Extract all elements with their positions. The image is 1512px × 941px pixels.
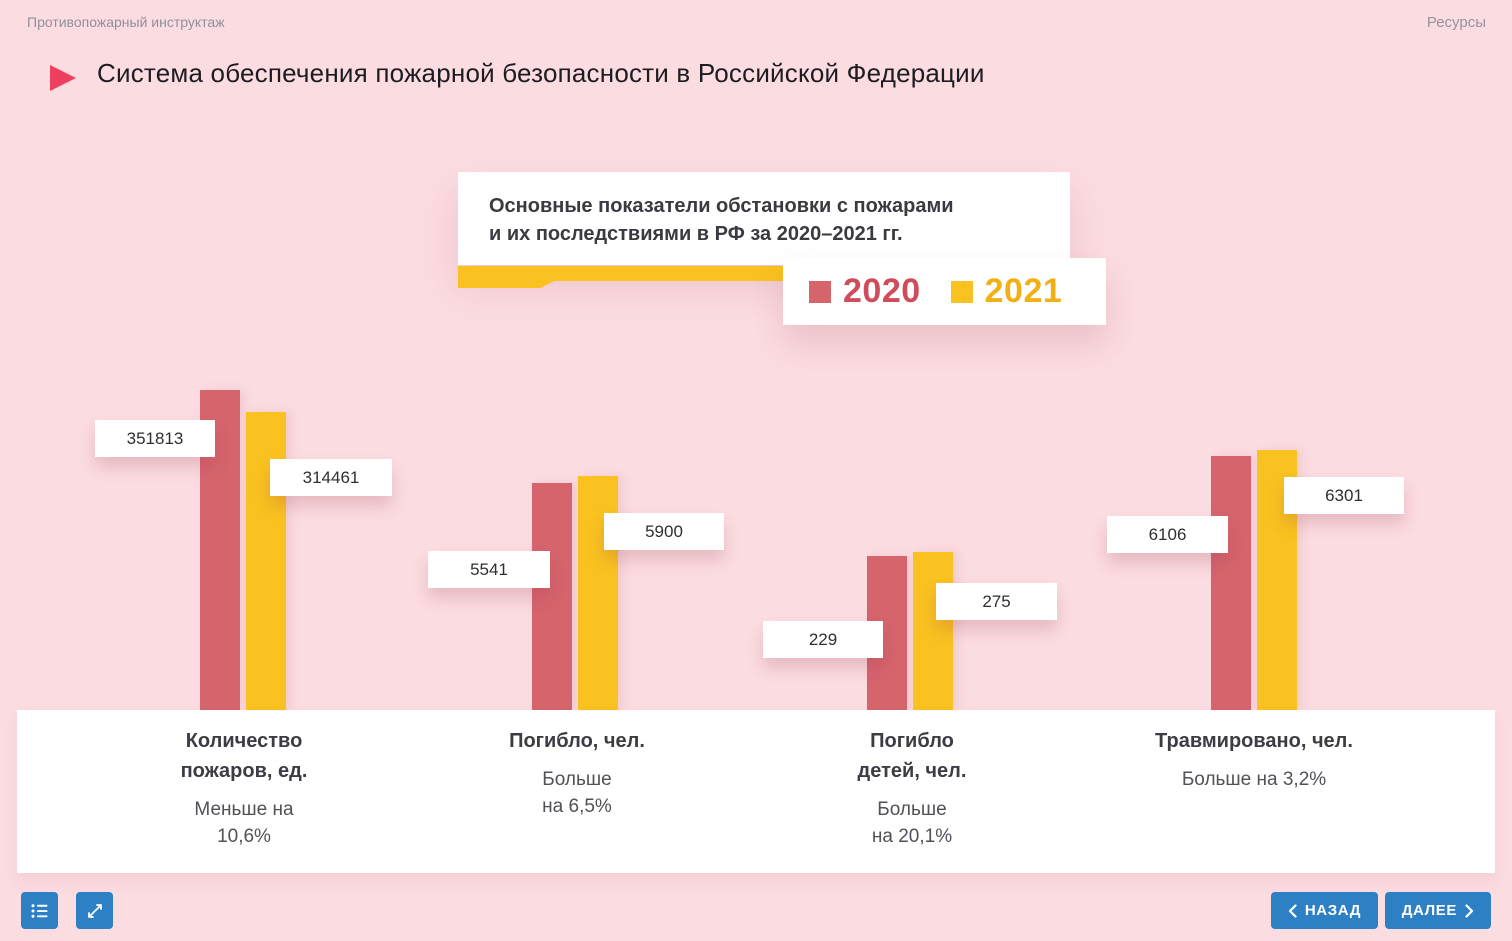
legend-swatch-2020 <box>809 280 831 303</box>
category-note-line: Больше на 3,2% <box>1181 769 1327 790</box>
outline-list-icon <box>31 903 47 918</box>
back-button-label: НАЗАД <box>1304 902 1361 919</box>
back-button[interactable]: НАЗАД <box>1270 892 1378 929</box>
category-note-line: Больше <box>877 799 947 820</box>
category-note-line: на 6,5% <box>542 796 612 817</box>
legend-swatch-2021 <box>950 280 973 303</box>
category-note-line: 10,6% <box>217 826 271 847</box>
category-child-deaths: Погибло детей, чел. Больше на 20,1% <box>762 726 1062 850</box>
yellow-underline-tail-decor <box>458 281 554 288</box>
category-note-line: Больше <box>542 769 612 790</box>
category-note-line: на 20,1% <box>871 826 953 847</box>
next-button-label: ДАЛЕЕ <box>1401 902 1457 919</box>
legend-label-2020: 2020 <box>843 272 921 310</box>
bar-2021-fires <box>246 412 286 710</box>
outline-menu-button[interactable] <box>21 892 58 929</box>
bar-2020-deaths <box>532 483 572 710</box>
category-injured: Травмировано, чел. Больше на 3,2% <box>1104 726 1404 793</box>
next-button[interactable]: ДАЛЕЕ <box>1384 892 1491 929</box>
category-label-line: детей, чел. <box>857 760 967 782</box>
value-label-2021-deaths: 5900 <box>604 513 724 550</box>
category-deaths: Погибло, чел. Больше на 6,5% <box>427 726 727 820</box>
category-band <box>17 710 1495 873</box>
bar-2021-child-deaths <box>913 552 953 710</box>
chart-legend: 2020 2021 <box>783 258 1106 325</box>
play-triangle-icon <box>50 65 76 91</box>
category-label-line: Количество <box>185 730 303 752</box>
fullscreen-expand-icon <box>87 903 102 918</box>
yellow-underline-decor <box>458 266 783 281</box>
resources-link[interactable]: Ресурсы <box>1426 14 1486 31</box>
value-label-2020-fires: 351813 <box>95 420 215 457</box>
value-label-2020-child-deaths: 229 <box>763 621 883 658</box>
category-fires: Количество пожаров, ед. Меньше на 10,6% <box>94 726 394 850</box>
value-label-2021-fires: 314461 <box>270 459 392 496</box>
fullscreen-button[interactable] <box>76 892 113 929</box>
legend-label-2021: 2021 <box>984 272 1063 310</box>
chart-title-line1: Основные показатели обстановки с пожарам… <box>489 195 954 217</box>
chart-title-card: Основные показатели обстановки с пожарам… <box>458 172 1070 265</box>
bar-2020-injured <box>1211 456 1251 710</box>
slide-title: Система обеспечения пожарной безопасност… <box>97 58 985 88</box>
category-label-line: Погибло <box>870 730 954 752</box>
value-label-2021-injured: 6301 <box>1284 477 1404 514</box>
chart-title-line2: и их последствиями в РФ за 2020–2021 гг. <box>489 223 903 245</box>
category-label-line: пожаров, ед. <box>180 760 308 782</box>
course-title: Противопожарный инструктаж <box>27 14 225 30</box>
category-label-line: Погибло, чел. <box>509 730 645 752</box>
category-label-line: Травмировано, чел. <box>1155 730 1353 752</box>
value-label-2020-injured: 6106 <box>1107 516 1228 553</box>
bar-2021-deaths <box>578 476 618 710</box>
category-note-line: Меньше на <box>194 799 294 820</box>
chevron-right-icon <box>1465 903 1474 918</box>
value-label-2021-child-deaths: 275 <box>936 583 1057 620</box>
value-label-2020-deaths: 5541 <box>428 551 550 588</box>
chevron-left-icon <box>1288 903 1297 918</box>
